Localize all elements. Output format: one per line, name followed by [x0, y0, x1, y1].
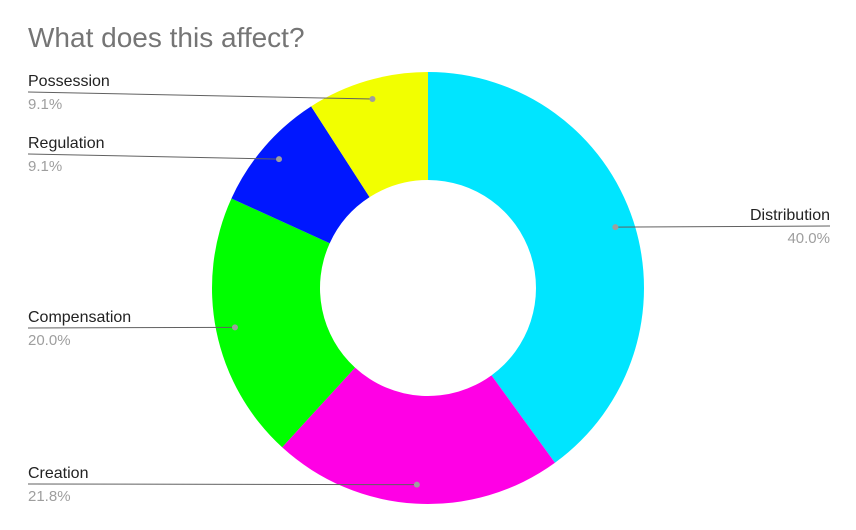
slice-label-distribution: Distribution	[750, 207, 830, 224]
slice-label-regulation: Regulation	[28, 135, 105, 152]
slice-compensation	[212, 198, 356, 448]
leader-line-possession	[27, 91, 373, 100]
slice-value-regulation: 9.1%	[28, 158, 62, 175]
leader-dot-creation	[413, 481, 420, 488]
chart-title: What does this affect?	[28, 22, 305, 53]
slice-label-compensation: Compensation	[28, 309, 131, 326]
leader-dot-regulation	[276, 156, 283, 163]
slice-label-creation: Creation	[28, 465, 88, 482]
slice-label-possession: Possession	[28, 73, 110, 90]
slice-regulation	[231, 106, 370, 244]
slice-creation	[282, 367, 555, 505]
slice-possession	[311, 72, 428, 198]
leader-line-compensation	[27, 326, 235, 329]
slice-distribution	[428, 72, 644, 463]
slice-value-compensation: 20.0%	[28, 332, 71, 349]
leader-line-regulation	[27, 153, 280, 160]
slice-value-distribution: 40.0%	[787, 230, 830, 247]
slice-value-creation: 21.8%	[28, 488, 71, 505]
leader-line-creation	[27, 483, 417, 486]
leader-dot-distribution	[612, 224, 619, 231]
leader-dot-compensation	[231, 324, 238, 331]
leader-dot-possession	[369, 95, 376, 102]
leader-line-distribution	[615, 225, 831, 228]
slice-value-possession: 9.1%	[28, 96, 62, 113]
